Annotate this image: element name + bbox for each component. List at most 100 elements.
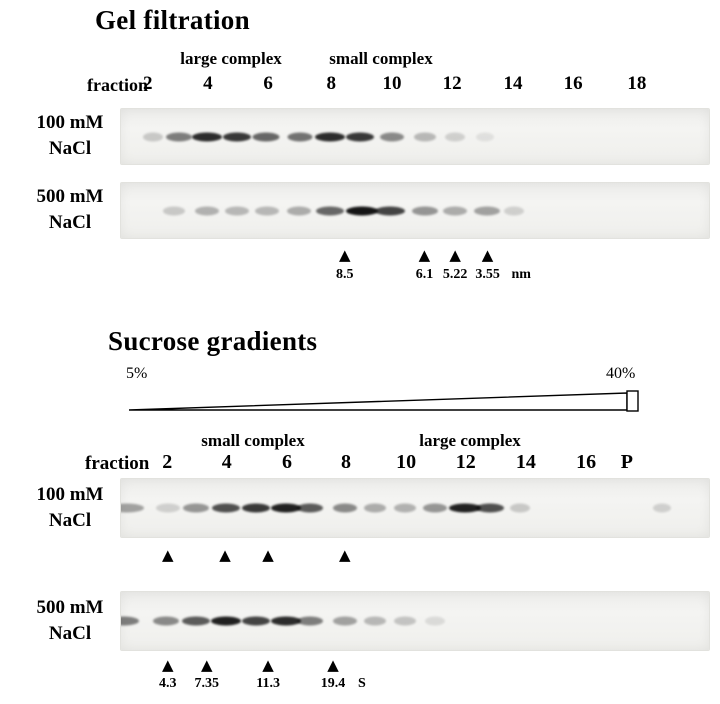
marker-arrow-row: ▲ ▲ ▲ ▲: [120, 656, 710, 676]
gel-band: [255, 206, 280, 215]
gel-band: [270, 616, 301, 626]
gel-band: [475, 503, 504, 513]
gel-band: [182, 503, 209, 513]
fraction-number: 12: [442, 73, 462, 94]
gel-band: [394, 616, 416, 626]
gel-band: [225, 206, 250, 215]
marker-arrowhead-icon: ▲: [418, 246, 431, 264]
marker-unit: S: [357, 676, 366, 691]
marker-label: 4.3: [159, 676, 177, 691]
gel-band: [270, 503, 301, 513]
gradient-wedge-icon: [128, 390, 639, 412]
marker-arrowhead-icon: ▲: [262, 546, 274, 564]
gel-band: [448, 503, 481, 513]
gradient-start-label: 5%: [126, 365, 148, 382]
gel-band: [223, 132, 252, 141]
marker-label: 11.3: [256, 676, 280, 691]
gel-band: [241, 616, 270, 626]
fraction-number-row: 2 4 6 8 10 12 14 16 18: [120, 73, 710, 99]
gel-band: [504, 206, 525, 215]
sucrose-blot-100mm: [120, 478, 710, 538]
gel-band: [473, 206, 500, 215]
fraction-label: fraction: [87, 75, 148, 95]
gel-band: [364, 503, 387, 513]
gel-filtration-blot-500mm: [120, 182, 710, 239]
small-complex-label: small complex: [329, 49, 433, 68]
gel-band: [394, 503, 416, 513]
fraction-number: 6: [263, 73, 273, 94]
marker-arrowhead-icon: ▲: [162, 546, 174, 564]
gel-band: [152, 616, 179, 626]
fraction-number: 14: [503, 73, 523, 94]
fraction-number: 16: [576, 451, 597, 473]
gel-band: [162, 206, 185, 215]
gel-filtration-blot-100mm: [120, 108, 710, 165]
marker-label: 6.1: [415, 267, 434, 282]
size-marker-label-row: 8.5 6.1 5.22 3.55 nm: [120, 267, 710, 285]
sucrose-gradients-title: Sucrose gradients: [108, 326, 318, 356]
gel-band: [211, 503, 240, 513]
fraction-number: 10: [396, 451, 417, 473]
gel-band: [346, 206, 379, 215]
fraction-number: 8: [340, 451, 351, 473]
marker-arrow-row: ▲ ▲ ▲ ▲: [120, 546, 710, 566]
gel-band: [142, 132, 163, 141]
gel-band: [287, 206, 312, 215]
gel-band: [287, 132, 313, 141]
gel-band: [121, 503, 144, 513]
marker-arrowhead-icon: ▲: [200, 656, 213, 674]
fraction-number: 16: [563, 73, 583, 94]
marker-label: 8.5: [336, 267, 354, 282]
fraction-label: fraction: [85, 453, 150, 474]
salt-concentration: 100 mM: [36, 484, 104, 505]
gel-band: [333, 616, 358, 626]
fraction-number: 4: [221, 451, 232, 473]
gel-band: [424, 616, 445, 626]
large-complex-label: large complex: [180, 49, 282, 68]
gel-band: [252, 132, 280, 141]
marker-label: 19.4: [320, 676, 346, 691]
fraction-number: P: [620, 451, 633, 473]
salt-name: NaCl: [48, 510, 92, 531]
gel-filtration-title: Gel filtration: [95, 5, 250, 35]
marker-arrowhead-icon: ▲: [339, 546, 351, 564]
fraction-number: 8: [326, 73, 336, 94]
sedimentation-marker-label-row: 4.3 7.35 11.3 19.4 S: [120, 676, 710, 694]
salt-condition-label: 100 mM NaCl: [0, 110, 140, 162]
gel-band: [165, 132, 192, 141]
gel-band: [444, 132, 465, 141]
gel-band: [210, 616, 241, 626]
fraction-number: 4: [203, 73, 213, 94]
salt-name: NaCl: [48, 212, 92, 233]
gel-band: [346, 132, 375, 141]
fraction-number: 2: [142, 73, 153, 94]
salt-concentration: 500 mM: [36, 597, 104, 618]
gel-band: [422, 503, 447, 513]
salt-concentration: 500 mM: [36, 186, 104, 207]
gel-band: [652, 503, 671, 513]
size-marker-arrow-row: ▲ ▲ ▲ ▲: [120, 246, 710, 266]
gel-band: [364, 616, 387, 626]
salt-condition-label: 500 mM NaCl: [0, 184, 140, 236]
salt-condition-label: 100 mM NaCl: [0, 482, 140, 534]
fraction-number: 2: [162, 451, 173, 473]
large-complex-label: large complex: [419, 431, 521, 450]
gel-band: [315, 132, 346, 141]
marker-label: 3.55: [475, 267, 500, 282]
marker-arrowhead-icon: ▲: [262, 656, 274, 674]
gel-band: [156, 503, 181, 513]
marker-arrowhead-icon: ▲: [219, 546, 231, 564]
gel-band: [413, 132, 436, 141]
marker-arrowhead-icon: ▲: [481, 246, 494, 264]
gel-band: [316, 206, 345, 215]
marker-unit: nm: [511, 267, 531, 282]
sucrose-blot-500mm: [120, 591, 710, 651]
gel-band: [380, 132, 405, 141]
sucrose-gradient-wedge: [128, 388, 640, 414]
gel-band: [411, 206, 438, 215]
fraction-number: 12: [455, 451, 476, 473]
fraction-number: 18: [627, 73, 647, 94]
gel-band: [333, 503, 358, 513]
gel-band: [121, 616, 139, 626]
